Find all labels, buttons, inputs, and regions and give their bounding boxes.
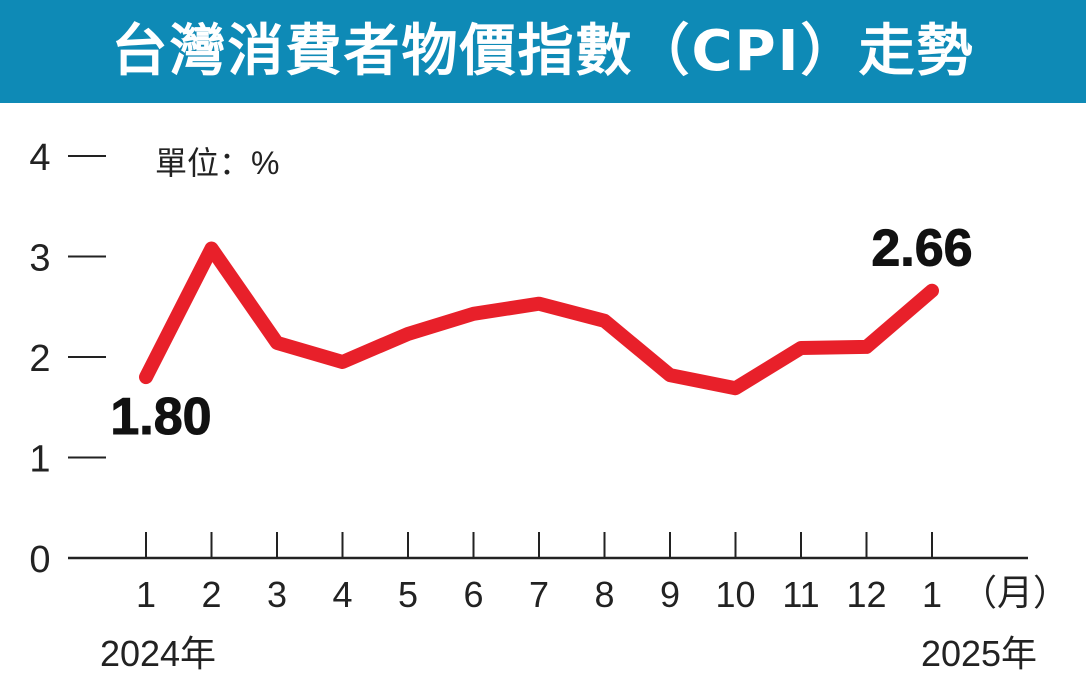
y-tick-label: 1 bbox=[29, 439, 50, 481]
x-tick-label: 10 bbox=[715, 574, 755, 615]
data-point bbox=[472, 312, 475, 315]
data-point bbox=[931, 289, 933, 292]
x-tick-label: 7 bbox=[529, 574, 549, 615]
data-point bbox=[341, 361, 344, 364]
x-tick-label: 12 bbox=[846, 574, 886, 615]
cpi-series-line bbox=[139, 241, 939, 396]
x-tick-label: 6 bbox=[463, 574, 483, 615]
x-tick-label: 11 bbox=[782, 574, 819, 615]
year-label-end: 2025年 bbox=[921, 633, 1037, 674]
chart-title: 台灣消費者物價指數（CPI）走勢 bbox=[111, 19, 975, 84]
year-label-start: 2024年 bbox=[100, 633, 216, 674]
data-label: 1.80 bbox=[110, 388, 211, 446]
data-point bbox=[734, 387, 737, 390]
data-point bbox=[538, 302, 540, 305]
data-point bbox=[407, 332, 409, 335]
data-point bbox=[210, 247, 213, 250]
data-point bbox=[865, 345, 868, 348]
x-tick-label: 2 bbox=[201, 574, 221, 615]
x-tick-label: 5 bbox=[398, 574, 418, 615]
y-tick-label: 2 bbox=[29, 338, 50, 380]
data-point bbox=[669, 374, 671, 377]
x-tick-label: 9 bbox=[660, 574, 680, 615]
data-label: 2.66 bbox=[871, 220, 972, 278]
x-tick-label: 4 bbox=[332, 574, 352, 615]
unit-label: 單位：% bbox=[155, 145, 279, 181]
data-point bbox=[603, 319, 606, 322]
y-tick-label: 4 bbox=[29, 137, 50, 179]
y-tick-label: 0 bbox=[29, 539, 50, 581]
y-tick-label: 3 bbox=[29, 238, 50, 280]
x-tick-label: 3 bbox=[267, 574, 287, 615]
data-point bbox=[145, 376, 147, 379]
data-point bbox=[800, 346, 802, 349]
x-tick-label: 1 bbox=[136, 574, 156, 615]
x-tick-label: 1 bbox=[922, 574, 942, 615]
title-bar: 台灣消費者物價指數（CPI）走勢 bbox=[0, 0, 1086, 103]
x-tick-label: 8 bbox=[594, 574, 614, 615]
x-unit-label: （月） bbox=[961, 572, 1069, 613]
data-point bbox=[276, 341, 278, 344]
